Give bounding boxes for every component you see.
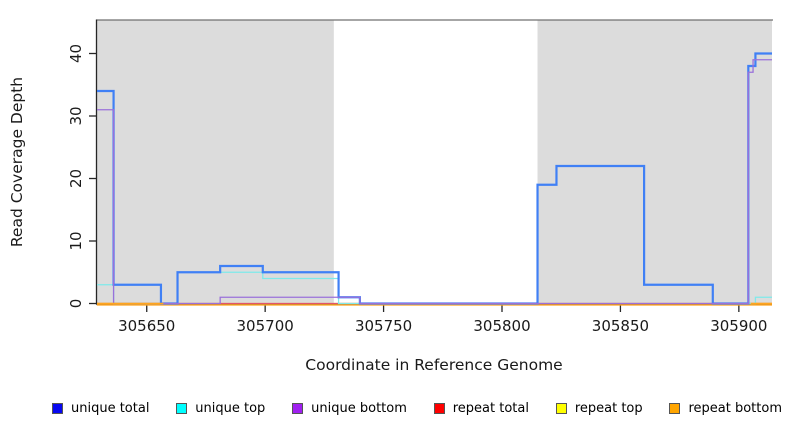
repeat-top-swatch-icon	[555, 402, 567, 414]
svg-text:10: 10	[67, 231, 85, 250]
legend-label: repeat top	[574, 400, 643, 416]
repeat-bottom-swatch-icon	[669, 402, 681, 414]
svg-text:305650: 305650	[118, 317, 175, 335]
legend-item-unique-top: unique top	[176, 401, 265, 416]
legend-label: unique bottom	[311, 400, 407, 416]
svg-text:20: 20	[67, 169, 85, 188]
svg-text:0: 0	[67, 299, 85, 309]
svg-text:30: 30	[67, 106, 85, 125]
svg-text:305750: 305750	[355, 317, 412, 335]
coverage-plot: Coordinate in Reference Genome Read Cove…	[8, 19, 773, 374]
legend-item-unique-total: unique total	[52, 401, 149, 416]
y-axis-title: Read Coverage Depth	[8, 77, 26, 247]
repeat-total-swatch-icon	[433, 402, 445, 414]
svg-text:305800: 305800	[473, 317, 530, 335]
unique-total-swatch-icon	[52, 402, 63, 414]
legend: unique total unique top unique bottom re…	[0, 396, 792, 420]
unique-top-swatch-icon	[176, 402, 188, 414]
legend-label: unique total	[71, 400, 150, 416]
legend-item-unique-bottom: unique bottom	[292, 401, 407, 416]
legend-item-repeat-total: repeat total	[433, 400, 529, 416]
svg-text:305900: 305900	[710, 317, 767, 335]
svg-text:40: 40	[67, 44, 85, 63]
unique-bottom-swatch-icon	[292, 402, 304, 414]
legend-label: repeat total	[452, 400, 529, 416]
x-axis-title: Coordinate in Reference Genome	[305, 356, 562, 374]
legend-item-repeat-bottom: repeat bottom	[669, 401, 782, 416]
svg-text:305700: 305700	[237, 317, 294, 335]
legend-label: unique top	[195, 400, 266, 416]
svg-text:305850: 305850	[592, 317, 649, 335]
legend-item-repeat-top: repeat top	[555, 400, 643, 416]
legend-label: repeat bottom	[688, 400, 782, 416]
